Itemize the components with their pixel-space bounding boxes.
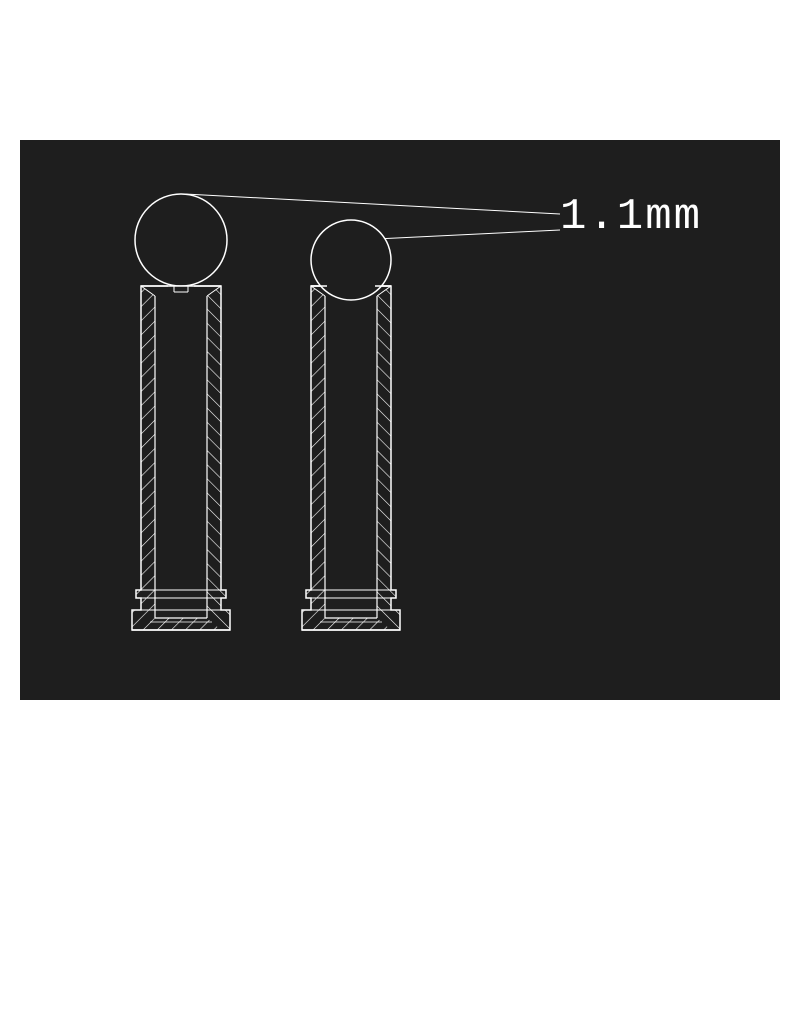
- diagram-canvas: 1.1mm: [20, 140, 780, 700]
- shell-left: [130, 190, 232, 650]
- shell-right: [300, 190, 402, 650]
- dimension-label: 1.1mm: [560, 192, 702, 242]
